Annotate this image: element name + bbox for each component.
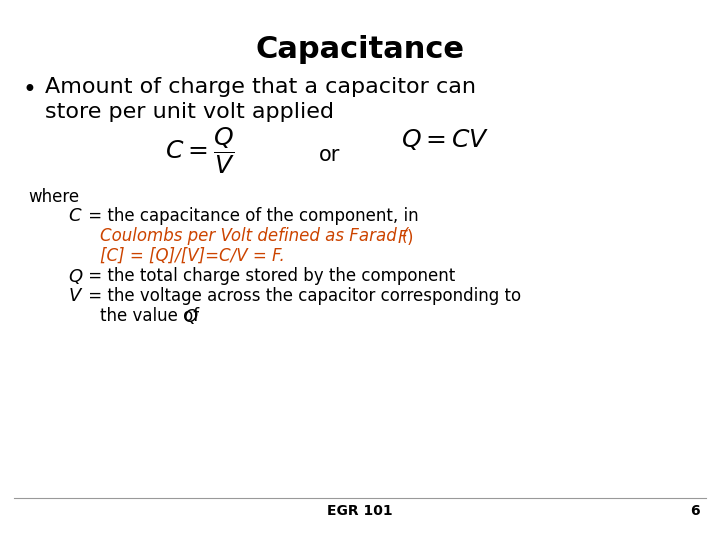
Text: the value of: the value of <box>100 307 204 325</box>
Text: = the capacitance of the component, in: = the capacitance of the component, in <box>83 207 418 225</box>
Text: 6: 6 <box>690 504 700 518</box>
Text: $\mathit{Q} = \mathit{CV}$: $\mathit{Q} = \mathit{CV}$ <box>401 127 489 152</box>
Text: = the voltage across the capacitor corresponding to: = the voltage across the capacitor corre… <box>83 287 521 305</box>
Text: $\mathit{V}$: $\mathit{V}$ <box>68 287 84 305</box>
Text: where: where <box>28 188 79 206</box>
Text: store per unit volt applied: store per unit volt applied <box>45 102 334 122</box>
Text: $\mathit{C}$: $\mathit{C}$ <box>68 207 83 225</box>
Text: •: • <box>22 78 36 102</box>
Text: $\mathit{Q}$: $\mathit{Q}$ <box>68 267 84 286</box>
Text: Coulombs per Volt defined as Farad (: Coulombs per Volt defined as Farad ( <box>100 227 408 245</box>
Text: $\mathit{F}$): $\mathit{F}$) <box>397 227 414 247</box>
Text: [C] = [Q]/[V]=C/V = F.: [C] = [Q]/[V]=C/V = F. <box>100 247 284 265</box>
Text: Amount of charge that a capacitor can: Amount of charge that a capacitor can <box>45 77 476 97</box>
Text: $\mathit{Q}$: $\mathit{Q}$ <box>183 307 199 326</box>
Text: $\mathit{C} = \dfrac{\mathit{Q}}{\mathit{V}}$: $\mathit{C} = \dfrac{\mathit{Q}}{\mathit… <box>165 125 235 176</box>
Text: Capacitance: Capacitance <box>256 35 464 64</box>
Text: = the total charge stored by the component: = the total charge stored by the compone… <box>83 267 455 285</box>
Text: EGR 101: EGR 101 <box>327 504 393 518</box>
Text: or: or <box>319 145 341 165</box>
